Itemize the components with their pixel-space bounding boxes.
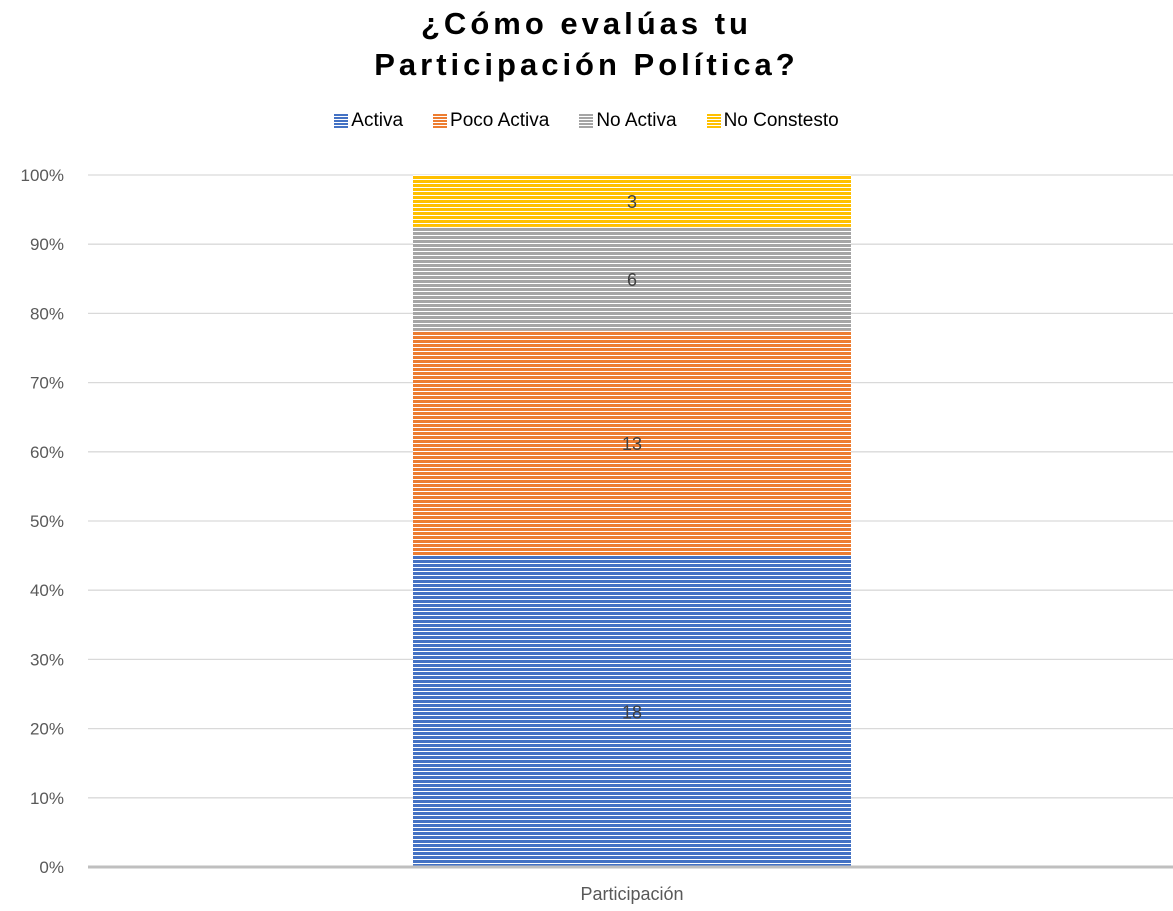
y-tick-label: 60% — [30, 443, 64, 462]
legend-label-no-constesto: No Constesto — [723, 110, 839, 131]
y-tick-label: 80% — [30, 304, 64, 323]
y-tick-label: 0% — [39, 858, 64, 877]
legend-item-no-constesto: No Constesto — [706, 110, 839, 132]
bar-segment-activa — [413, 555, 851, 867]
data-label: 6 — [627, 270, 637, 290]
data-labels: 18 13 6 3 — [622, 192, 642, 722]
legend-swatch-no-activa — [579, 114, 594, 128]
chart-title-line-2: Participación Política? — [374, 47, 799, 82]
bar-segment-no-activa — [413, 226, 851, 331]
legend-swatch-no-constesto — [706, 114, 721, 128]
data-label: 13 — [622, 434, 642, 454]
y-tick-label: 10% — [30, 789, 64, 808]
chart-legend: Activa Poco Activa No Activa No Constest… — [0, 110, 1173, 132]
data-label: 3 — [627, 192, 637, 212]
legend-item-no-activa: No Activa — [579, 110, 677, 132]
y-tick-label: 90% — [30, 235, 64, 254]
legend-label-no-activa: No Activa — [596, 110, 677, 131]
y-tick-label: 30% — [30, 650, 64, 669]
legend-label-poco-activa: Poco Activa — [450, 110, 550, 131]
data-label: 18 — [622, 702, 642, 722]
legend-label-activa: Activa — [351, 110, 404, 131]
y-tick-label: 50% — [30, 512, 64, 531]
y-tick-label: 20% — [30, 720, 64, 739]
x-axis: Participación — [88, 865, 1173, 904]
chart-title-line-1: ¿Cómo evalúas tu — [421, 6, 752, 41]
y-tick-label: 70% — [30, 374, 64, 393]
legend-swatch-activa — [334, 114, 349, 128]
y-tick-label: 100% — [21, 166, 64, 185]
legend-item-activa: Activa — [334, 110, 403, 132]
y-axis-tick-labels: 0% 10% 20% 30% 40% 50% 60% 70% 80% 90% 100% — [21, 166, 64, 877]
bar-segment-no-constesto — [413, 175, 851, 227]
legend-item-poco-activa: Poco Activa — [433, 110, 549, 132]
bar-segment-poco-activa — [413, 330, 851, 556]
bar-segments — [413, 175, 851, 867]
legend-swatch-poco-activa — [433, 114, 448, 128]
x-tick-label: Participación — [580, 884, 683, 904]
y-tick-label: 40% — [30, 581, 64, 600]
